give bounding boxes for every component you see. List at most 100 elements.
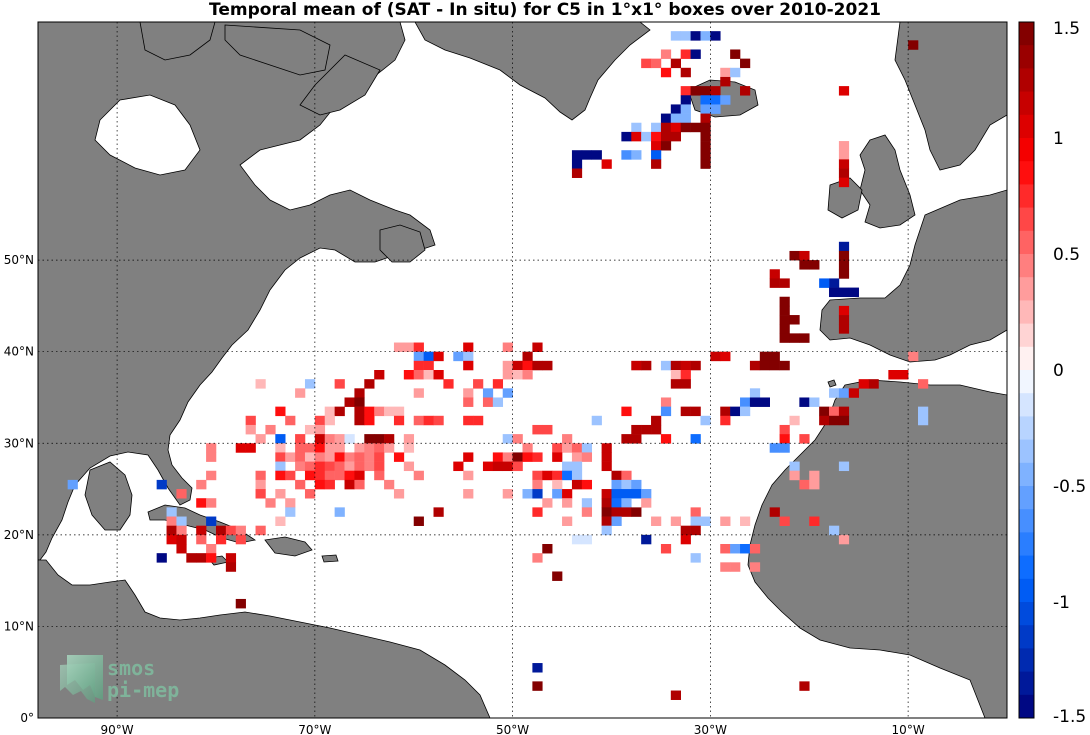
data-cell — [799, 434, 810, 444]
greenland-land — [414, 22, 651, 121]
data-cell — [611, 479, 622, 490]
data-cell — [275, 516, 286, 526]
data-cell — [660, 113, 672, 124]
data-cell — [542, 470, 553, 481]
data-cell — [730, 406, 741, 417]
data-cell — [888, 370, 899, 380]
data-cell — [838, 150, 850, 160]
colorbar-segment — [1019, 68, 1034, 92]
great-britain-land — [859, 134, 916, 229]
data-cell — [562, 470, 573, 481]
data-cell — [651, 424, 662, 435]
data-cell — [779, 278, 790, 288]
data-cell — [829, 287, 840, 298]
data-cell — [552, 470, 563, 481]
data-cell — [789, 315, 800, 325]
data-cell — [512, 360, 523, 371]
data-cell — [206, 452, 217, 462]
data-cell — [384, 406, 395, 417]
data-cell — [680, 49, 691, 59]
data-cell — [621, 470, 632, 481]
data-cell — [542, 360, 553, 371]
data-cell — [908, 40, 919, 50]
data-cell — [660, 434, 672, 444]
data-cell — [621, 489, 632, 499]
data-cell — [571, 534, 583, 545]
data-cell — [225, 525, 237, 536]
data-cell — [453, 351, 464, 362]
data-cell — [700, 141, 711, 151]
colorbar-segment — [1019, 578, 1034, 603]
data-cell — [532, 479, 543, 490]
data-cell — [740, 58, 751, 69]
data-cell — [334, 452, 345, 462]
colorbar-tick-label: 1 — [1053, 129, 1064, 149]
data-cell — [324, 461, 335, 472]
data-cell — [651, 159, 662, 169]
data-cell — [166, 525, 177, 536]
data-cell — [473, 379, 484, 389]
data-cell — [601, 489, 612, 499]
data-cell — [433, 415, 444, 426]
data-cell — [601, 498, 612, 508]
data-cell — [601, 525, 612, 536]
data-cell — [641, 360, 652, 371]
data-cell — [364, 461, 375, 472]
data-cell — [354, 406, 365, 417]
data-cell — [206, 443, 217, 453]
data-cell — [571, 479, 583, 490]
data-cell — [690, 360, 701, 371]
colorbar-segment — [1019, 22, 1034, 46]
data-cell — [641, 489, 652, 499]
colorbar-segment — [1019, 346, 1034, 371]
data-cell — [680, 95, 691, 105]
data-cell — [403, 461, 415, 472]
data-cell — [334, 379, 345, 389]
data-cell — [532, 342, 543, 352]
data-cell — [611, 516, 622, 526]
data-cell — [354, 479, 365, 490]
data-cell — [838, 534, 850, 545]
data-cell — [344, 434, 355, 444]
data-cell — [393, 452, 405, 462]
data-cell — [789, 461, 800, 472]
south-america-land — [38, 559, 491, 718]
colorbar-segment — [1019, 625, 1034, 649]
colorbar-tick-label: -0.5 — [1053, 477, 1086, 497]
data-cell — [710, 31, 721, 41]
data-cell — [720, 415, 731, 426]
canary-islands — [827, 379, 837, 388]
data-cell — [571, 168, 583, 178]
data-cell — [522, 370, 533, 380]
colorbar-tick-label: 0 — [1053, 361, 1064, 381]
logo-waves-icon — [60, 663, 95, 703]
data-cell — [374, 370, 385, 380]
data-cell — [611, 470, 622, 481]
data-cell — [730, 544, 741, 554]
data-cell — [779, 443, 790, 453]
data-cell — [334, 434, 345, 444]
colorbar-segment — [1019, 161, 1034, 185]
data-cell — [502, 360, 513, 371]
data-cell — [463, 452, 474, 462]
lon-tick-label: 10°W — [892, 723, 925, 735]
yucatan-land — [84, 461, 133, 531]
data-cell — [651, 141, 662, 151]
data-cell — [275, 406, 286, 417]
data-cell — [532, 360, 543, 371]
data-cell — [769, 269, 780, 279]
data-cell — [720, 351, 731, 362]
data-cell — [413, 370, 424, 380]
data-cell — [690, 434, 701, 444]
data-cell — [403, 342, 415, 352]
data-cell — [314, 479, 326, 490]
data-cell — [749, 562, 761, 572]
lat-tick-label: 50°N — [4, 253, 34, 267]
data-cell — [255, 489, 266, 499]
logo-line1: smos — [107, 656, 155, 680]
ireland-land — [827, 177, 863, 219]
data-cell — [838, 241, 850, 252]
colorbar-segment — [1019, 462, 1034, 487]
data-cell — [324, 452, 335, 462]
colorbar-segment — [1019, 184, 1034, 208]
